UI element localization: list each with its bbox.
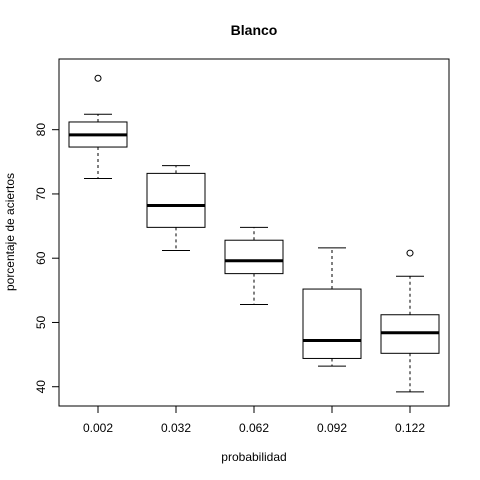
box-0.032 [146,165,206,251]
x-tick-label: 0.002 [83,421,113,435]
x-tick-label: 0.092 [317,421,347,435]
x-axis-label: probabilidad [221,450,286,464]
x-tick-label: 0.062 [239,421,269,435]
y-tick-label: 80 [34,123,48,137]
x-tick-label: 0.122 [395,421,425,435]
outlier-point [406,249,414,257]
y-tick-label: 50 [34,315,48,329]
iqr-box [224,239,284,275]
y-tick-label: 70 [34,187,48,201]
x-axis: 0.002 0.032 0.062 0.092 0.122 [83,405,425,435]
x-tick-label: 0.032 [161,421,191,435]
y-tick-label: 40 [34,380,48,394]
box-0.092 [302,247,362,367]
box-0.002 [68,74,128,180]
iqr-box [146,172,206,228]
box-0.122 [380,249,440,393]
y-tick-label: 60 [34,251,48,265]
y-axis-label: porcentaje de aciertos [3,173,17,291]
boxes-group [68,74,440,393]
box-0.062 [224,226,284,305]
chart-title: Blanco [231,22,278,38]
iqr-box [302,288,362,359]
outlier-point [94,74,102,82]
y-axis: 40 50 60 70 80 [34,123,60,394]
